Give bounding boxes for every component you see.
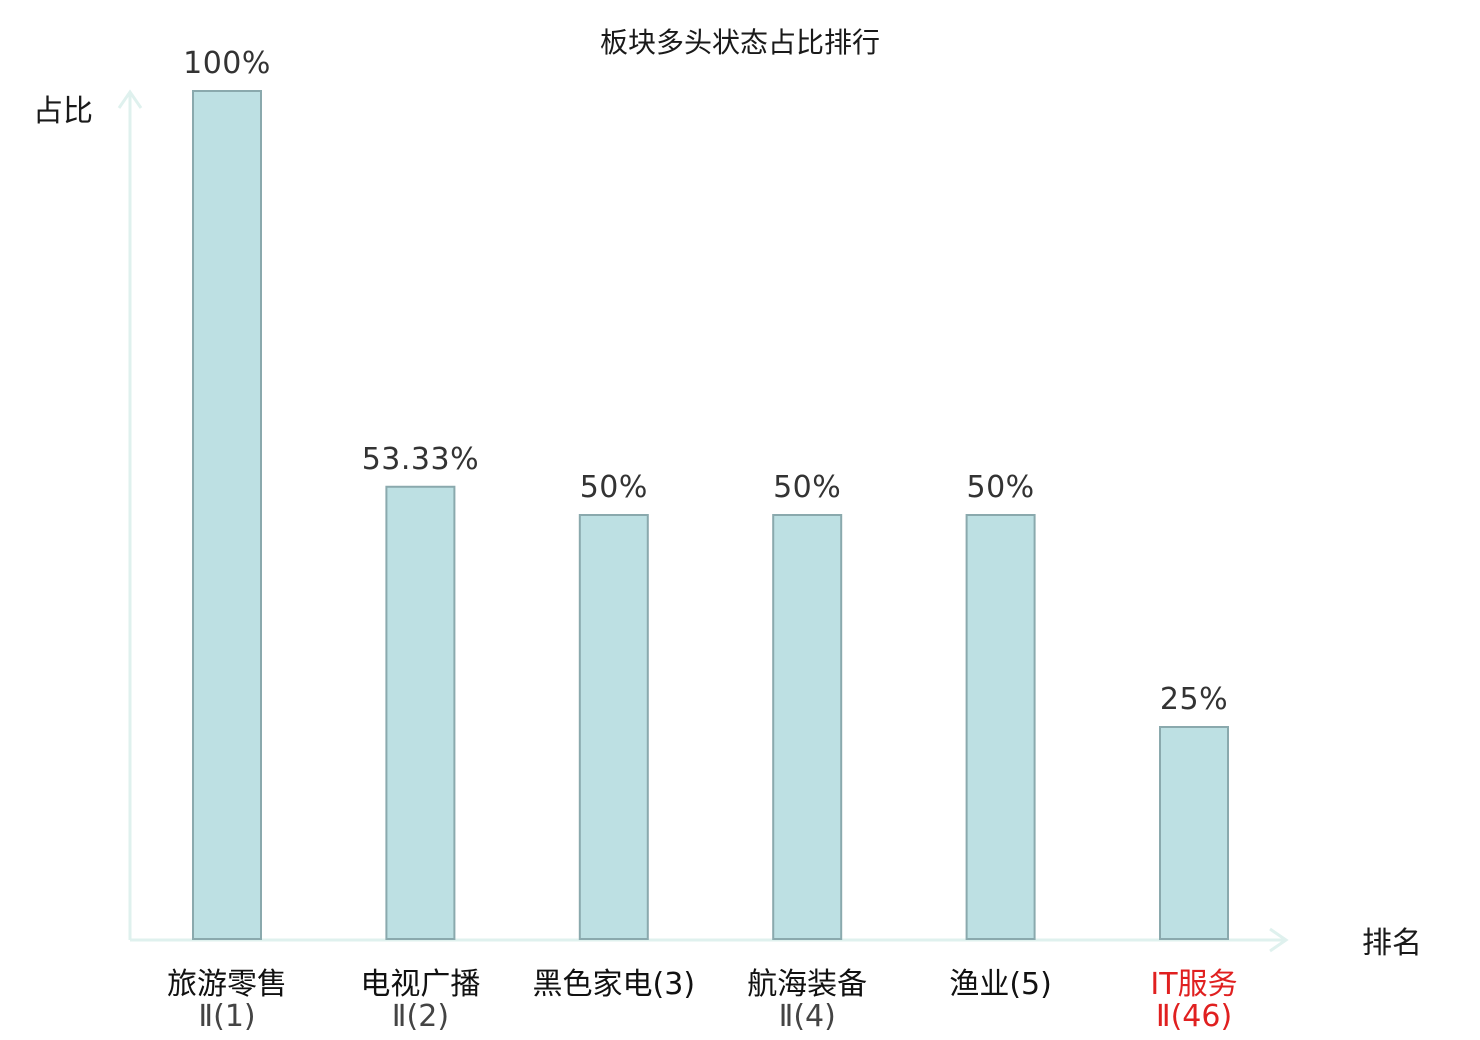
chart-title: 板块多头状态占比排行 bbox=[600, 26, 880, 59]
bar-4 bbox=[772, 514, 843, 940]
bar-value-label: 53.33% bbox=[362, 442, 479, 477]
x-tick-label: IT服务 bbox=[1150, 967, 1237, 1002]
bar-value-label: 50% bbox=[580, 470, 648, 505]
bar-6 bbox=[1159, 726, 1229, 940]
bar-2 bbox=[385, 485, 456, 940]
x-tick-label: 航海装备 bbox=[747, 967, 867, 1002]
bar-5 bbox=[965, 514, 1036, 940]
bar-value-label: 50% bbox=[773, 470, 841, 505]
x-axis-label: 排名 bbox=[1362, 926, 1422, 961]
x-tick-rank: Ⅱ(1) bbox=[198, 999, 255, 1034]
bar-value-label: 25% bbox=[1160, 682, 1228, 717]
bar-3 bbox=[578, 514, 649, 940]
x-tick-label: 旅游零售 bbox=[167, 967, 287, 1002]
bar-1 bbox=[192, 90, 262, 940]
bar-value-label: 100% bbox=[183, 46, 271, 81]
x-tick-rank: Ⅱ(4) bbox=[779, 999, 836, 1034]
x-tick-rank: Ⅱ(46) bbox=[1156, 999, 1232, 1034]
x-tick-label: 黑色家电(3) bbox=[533, 967, 696, 1002]
bar-value-label: 50% bbox=[967, 470, 1035, 505]
x-tick-label: 渔业(5) bbox=[949, 967, 1052, 1002]
y-axis-label: 占比 bbox=[33, 94, 93, 129]
x-axis-arrow bbox=[1269, 927, 1289, 953]
y-axis-arrow bbox=[117, 89, 143, 109]
x-tick-rank: Ⅱ(2) bbox=[392, 999, 449, 1034]
x-tick-label: 电视广播 bbox=[360, 967, 480, 1002]
